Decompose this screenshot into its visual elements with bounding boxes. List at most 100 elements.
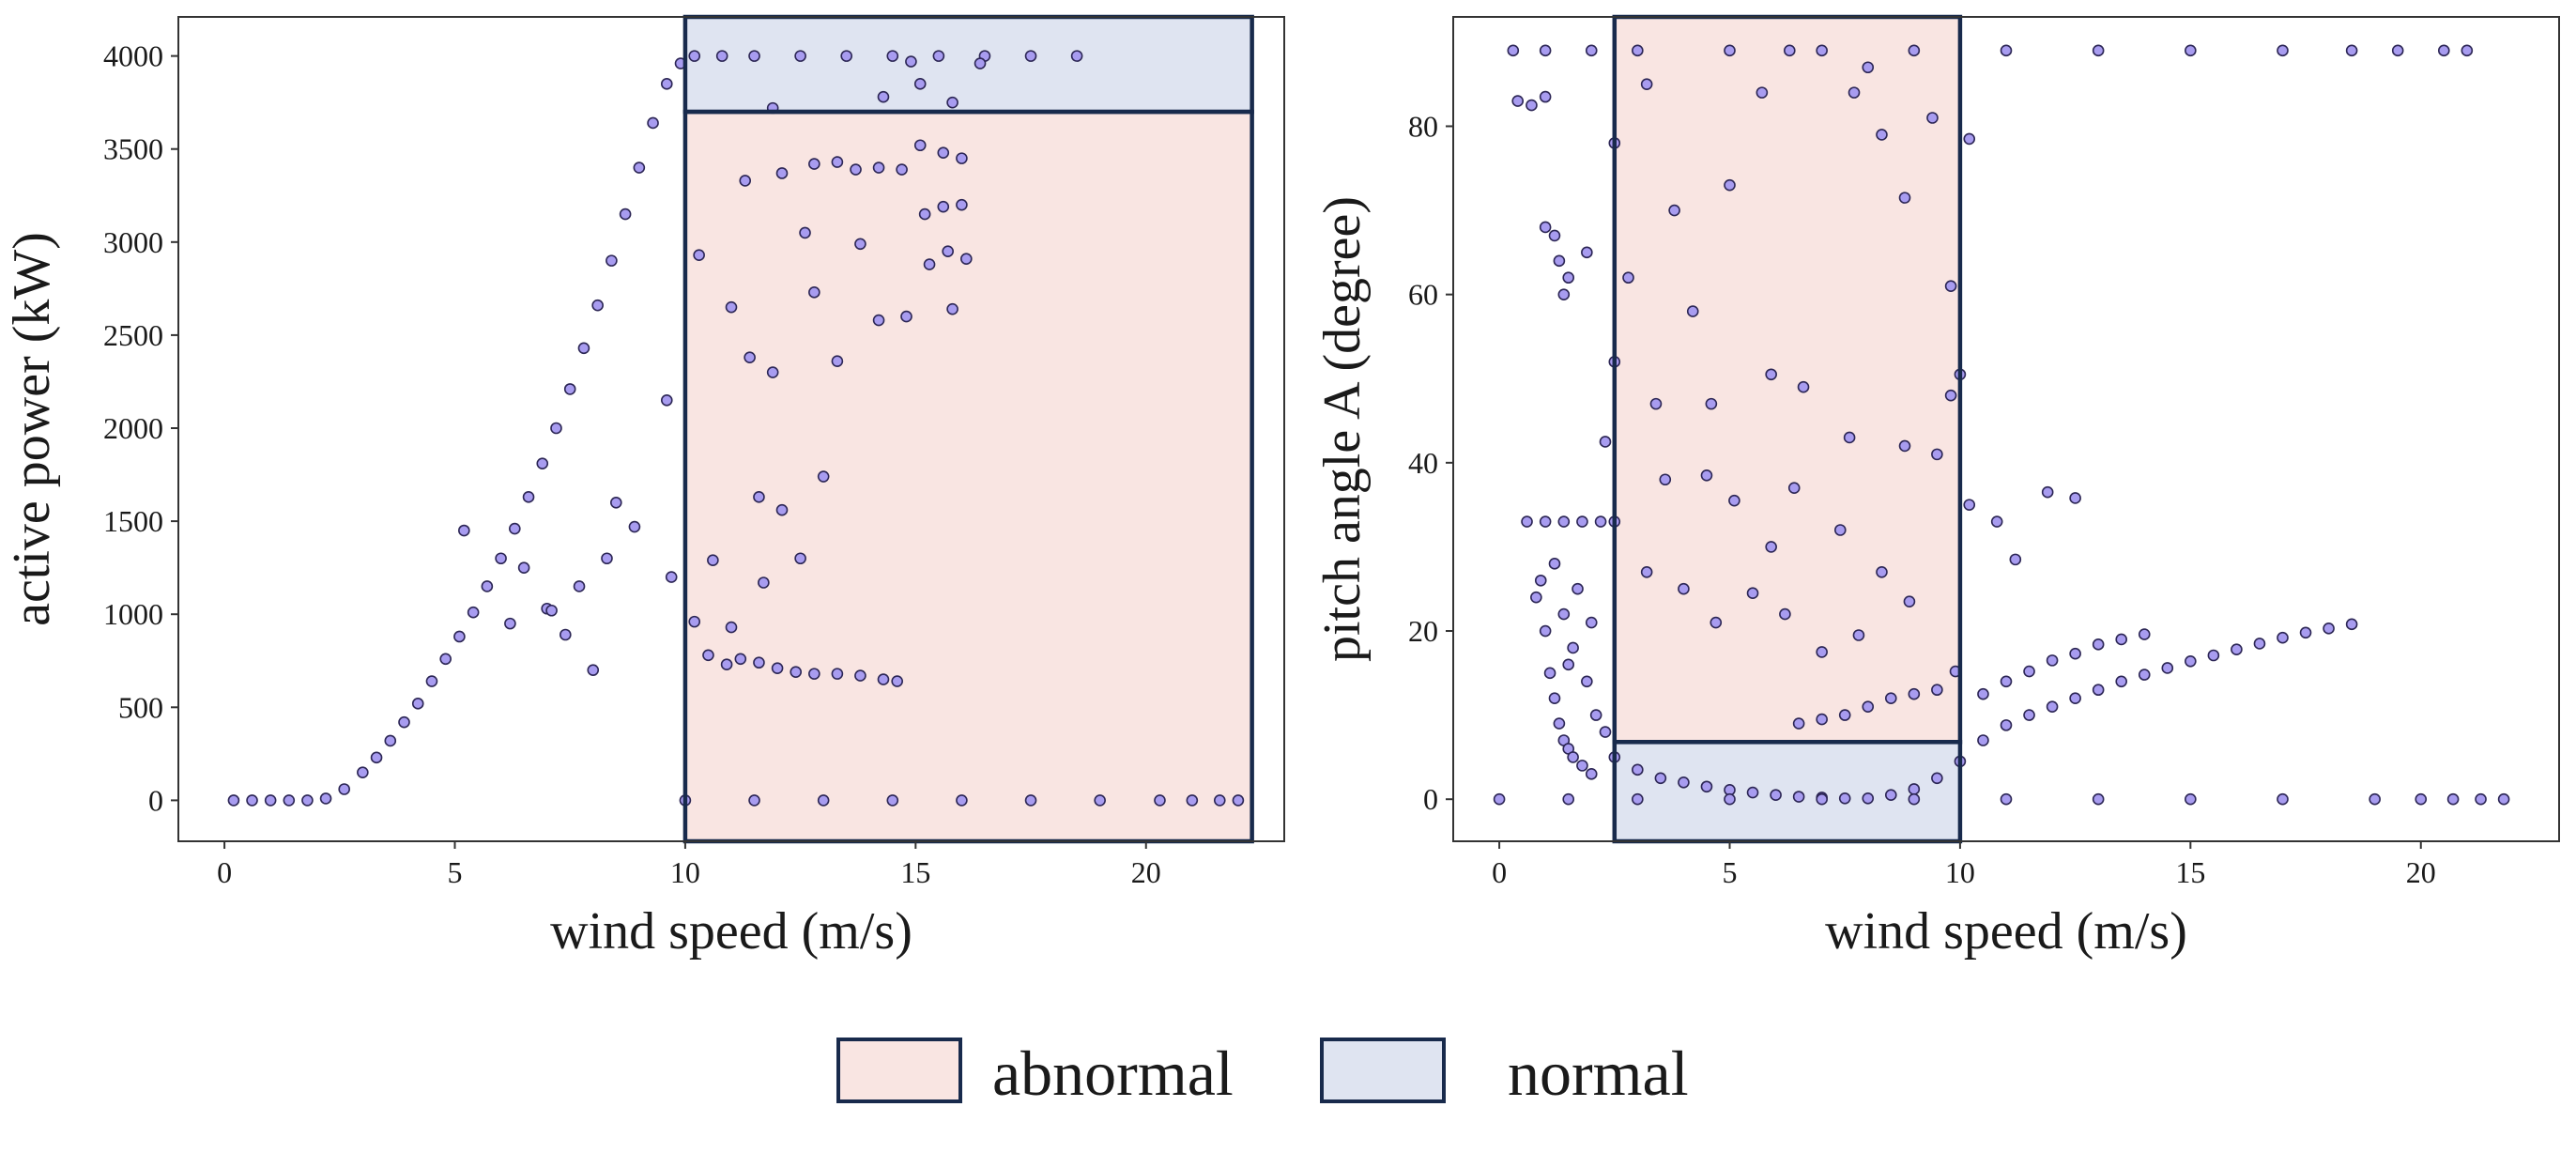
data-point <box>633 161 646 174</box>
data-point <box>1724 792 1736 806</box>
y-tick-label: 40 <box>1408 446 1438 480</box>
data-point <box>2092 684 2105 697</box>
data-point <box>573 580 586 592</box>
data-point <box>665 571 678 583</box>
data-point <box>509 522 521 535</box>
data-point <box>1622 271 1634 284</box>
data-point <box>606 254 618 267</box>
data-point <box>453 630 466 643</box>
data-point <box>1686 305 1699 317</box>
y-tick-label: 2000 <box>103 411 163 445</box>
data-point <box>739 175 752 187</box>
data-point <box>246 794 258 807</box>
data-point <box>2391 44 2404 57</box>
data-point <box>1779 607 1791 621</box>
y-tick-label: 4000 <box>103 39 163 73</box>
data-point <box>522 491 535 503</box>
data-point <box>2115 675 2128 688</box>
data-point <box>956 152 968 164</box>
data-point <box>2000 44 2013 57</box>
data-point <box>1931 772 1943 785</box>
data-point <box>1862 61 1875 74</box>
data-point <box>1816 792 1828 806</box>
data-point <box>2277 44 2289 57</box>
data-point <box>1816 646 1828 658</box>
data-point <box>831 156 844 168</box>
data-point <box>1898 192 1911 204</box>
data-point <box>1539 221 1552 234</box>
data-point <box>725 300 738 314</box>
data-point <box>937 200 950 213</box>
data-point <box>918 208 931 221</box>
data-point <box>227 794 240 807</box>
data-point <box>1770 789 1782 802</box>
data-point <box>748 794 760 807</box>
data-point <box>872 314 885 327</box>
data-point <box>1567 641 1579 654</box>
data-point <box>744 351 756 363</box>
data-point <box>283 794 296 807</box>
data-point <box>647 116 659 130</box>
data-point <box>2207 649 2220 662</box>
data-point <box>1094 794 1106 807</box>
data-point <box>886 794 899 807</box>
data-point <box>2069 692 2081 704</box>
data-point <box>946 96 958 109</box>
data-point <box>1576 515 1588 528</box>
data-point <box>1654 772 1667 785</box>
data-point <box>1659 473 1672 486</box>
data-point <box>775 167 789 179</box>
data-point <box>1876 129 1888 141</box>
power-chart: 0 5 10 15 20 0 500 1000 1500 2000 2500 3000 3500 4000… <box>3 14 1285 961</box>
data-point <box>734 653 747 666</box>
data-point <box>1765 541 1777 553</box>
data-point <box>1585 44 1598 57</box>
data-point <box>748 50 760 62</box>
data-point <box>2299 626 2312 639</box>
x-axis-title: wind speed (m/s) <box>550 902 912 961</box>
data-point <box>1567 751 1579 763</box>
data-point <box>707 554 719 567</box>
data-point <box>896 163 908 176</box>
data-point <box>1530 591 1542 604</box>
data-point <box>1589 709 1602 721</box>
data-point <box>794 552 806 565</box>
data-point <box>1070 50 1083 62</box>
region-normal <box>684 17 1252 113</box>
data-point <box>1834 524 1847 536</box>
data-point <box>1572 582 1584 595</box>
data-point <box>1632 792 1644 806</box>
data-point <box>766 366 779 378</box>
data-point <box>2046 654 2059 667</box>
data-point <box>1539 44 1552 57</box>
y-tick-label: 20 <box>1408 614 1438 648</box>
data-point <box>1898 439 1911 453</box>
data-point <box>2115 633 2128 646</box>
data-point <box>591 299 604 312</box>
data-point <box>2497 792 2510 806</box>
data-point <box>1700 469 1713 482</box>
data-point <box>1581 246 1593 259</box>
data-point <box>319 792 332 805</box>
data-point <box>425 675 438 687</box>
data-point <box>1024 794 1037 807</box>
data-point <box>831 668 844 680</box>
data-point <box>301 794 314 807</box>
data-point <box>715 50 728 62</box>
data-point <box>900 310 912 323</box>
data-point <box>2069 492 2081 504</box>
data-point <box>2185 654 2197 668</box>
data-point <box>923 258 936 270</box>
data-point <box>2345 618 2358 631</box>
data-point <box>1908 44 1921 57</box>
data-point <box>357 766 369 778</box>
data-point <box>2253 638 2266 650</box>
data-point <box>1852 629 1865 641</box>
region-abnormal <box>684 112 1252 842</box>
data-point <box>891 675 904 687</box>
x-tick-label: 10 <box>1945 855 1975 889</box>
data-point <box>808 158 820 170</box>
data-point <box>775 503 789 516</box>
data-point <box>1548 558 1561 570</box>
